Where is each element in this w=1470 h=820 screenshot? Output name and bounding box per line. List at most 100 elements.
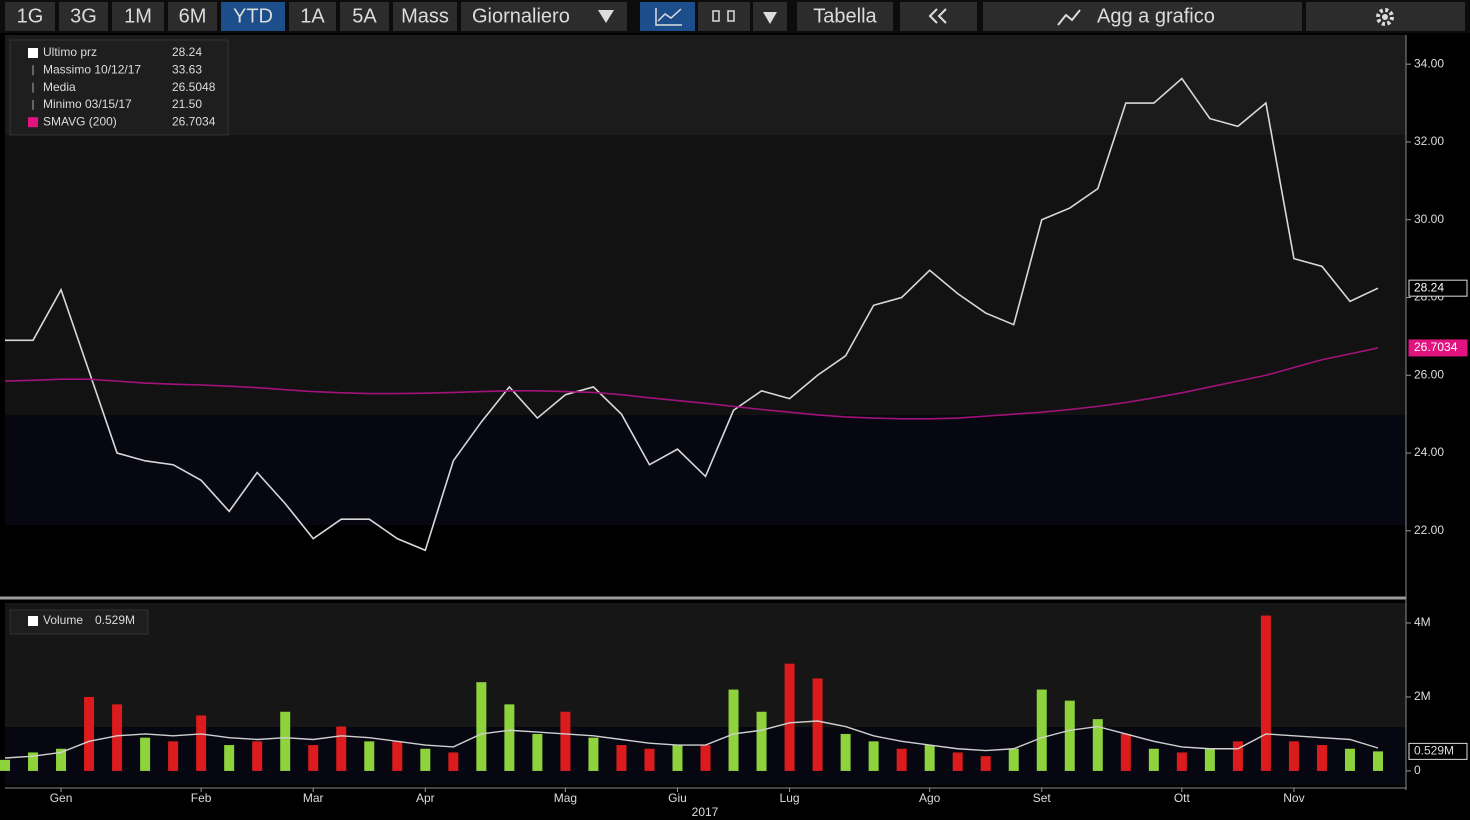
collapse-icon (928, 8, 938, 24)
volume-bar (896, 748, 907, 771)
volume-bar (504, 704, 515, 771)
volume-bar (140, 737, 151, 771)
period-button[interactable] (168, 2, 217, 31)
legend-swatch (28, 616, 38, 626)
volume-bar (644, 748, 655, 771)
x-tick-label: Lug (780, 791, 800, 805)
volume-bar (672, 745, 683, 771)
period-label: 1A (300, 5, 325, 27)
y-tick-label: 24.00 (1414, 445, 1444, 459)
volume-bar (1373, 751, 1383, 771)
legend-value: 33.63 (172, 62, 202, 76)
panel-band (5, 135, 1406, 415)
volume-bar (112, 704, 123, 771)
collapse-icon (937, 8, 947, 24)
volume-bar (1064, 700, 1075, 771)
panel-band (5, 525, 1406, 595)
volume-average-line (4, 720, 1379, 759)
volume-bar (868, 741, 879, 771)
volume-bar (56, 748, 67, 771)
gear-icon (1382, 14, 1388, 20)
last-value-label: 0.529M (1414, 744, 1454, 758)
volume-bar (1288, 741, 1299, 771)
candle-icon (712, 10, 720, 22)
line-icon (657, 8, 682, 22)
x-tick-label: Mar (303, 791, 324, 805)
line-icon (655, 8, 682, 26)
volume-bar (532, 733, 543, 771)
y-tick-label: 26.00 (1414, 367, 1444, 381)
volume-bar (588, 737, 599, 771)
candle-button[interactable] (698, 2, 750, 31)
candle-icon (727, 10, 735, 22)
x-tick-label: Set (1033, 791, 1052, 805)
legend-label: Minimo 03/15/17 (43, 97, 132, 111)
legend-value: 0.529M (95, 613, 135, 627)
volume-bar (756, 711, 767, 771)
table-button[interactable] (797, 2, 893, 31)
volume-bar (336, 726, 347, 771)
volume-bar (812, 678, 823, 771)
add-label: Agg a grafico (1097, 5, 1215, 27)
period-label: YTD (233, 5, 273, 27)
period-label: 6M (179, 5, 207, 27)
last-value-tag (1408, 742, 1468, 760)
volume-bar (1092, 719, 1103, 771)
volume-bar (84, 696, 95, 771)
frequency-label: Giornaliero (472, 5, 570, 27)
volume-bar (1008, 748, 1019, 771)
legend-swatch (28, 48, 38, 58)
x-tick-label: Apr (416, 791, 435, 805)
volume-bar (1260, 615, 1271, 771)
volume-bar (616, 745, 627, 771)
period-label: 5A (352, 5, 377, 27)
x-tick-label: Mag (554, 791, 577, 805)
overlay: 1G 3G 1M 6M YTD 1A 5A Mass Giornaliero Tabella Agg… (5, 2, 1468, 819)
legend-label: Media (43, 80, 76, 94)
last-value-tag (1408, 279, 1468, 297)
volume-bar (1316, 745, 1327, 771)
period-button[interactable] (340, 2, 389, 31)
period-button[interactable] (59, 2, 108, 31)
x-axis-title: 2017 (692, 805, 719, 819)
volume-bar (252, 741, 263, 771)
x-tick-label: Feb (191, 791, 212, 805)
volume-bar (560, 711, 571, 771)
y-tick-label: 2M (1414, 689, 1431, 703)
volume-bar (700, 745, 711, 771)
period-label: 1M (124, 5, 152, 27)
x-tick-label: Gen (50, 791, 73, 805)
period-button[interactable] (289, 2, 336, 31)
volume-bar (392, 741, 403, 771)
panel-band (5, 35, 1406, 135)
volume-bar (924, 745, 935, 771)
volume-bar (1204, 748, 1215, 771)
volume-bar (420, 748, 431, 771)
legend-label: SMAVG (200) (43, 114, 117, 128)
volume-bar (1148, 748, 1159, 771)
legend-value: 21.50 (172, 97, 202, 111)
period-button[interactable] (221, 2, 285, 31)
y-tick-label: 32.00 (1414, 134, 1444, 148)
period-label: 1G (17, 5, 44, 27)
frequency-button[interactable] (461, 2, 627, 31)
period-button[interactable] (112, 2, 164, 31)
legend-value: 26.7034 (172, 114, 216, 128)
volume-bar (952, 752, 963, 771)
period-button[interactable] (5, 2, 55, 31)
price-line (4, 347, 1379, 420)
volume-bar (1120, 733, 1131, 771)
period-button[interactable] (393, 2, 457, 31)
x-tick-label: Ago (919, 791, 941, 805)
volume-bar (280, 711, 291, 771)
y-tick-label: 4M (1414, 615, 1431, 629)
gear-icon (1376, 8, 1394, 26)
volume-bar (476, 682, 487, 771)
y-tick-label: 30.00 (1414, 212, 1444, 226)
legend-label: Volume (43, 613, 83, 627)
volume-bar (168, 741, 179, 771)
y-tick-label: 22.00 (1414, 523, 1444, 537)
add-button[interactable] (983, 2, 1302, 31)
volume-bar (728, 689, 739, 771)
